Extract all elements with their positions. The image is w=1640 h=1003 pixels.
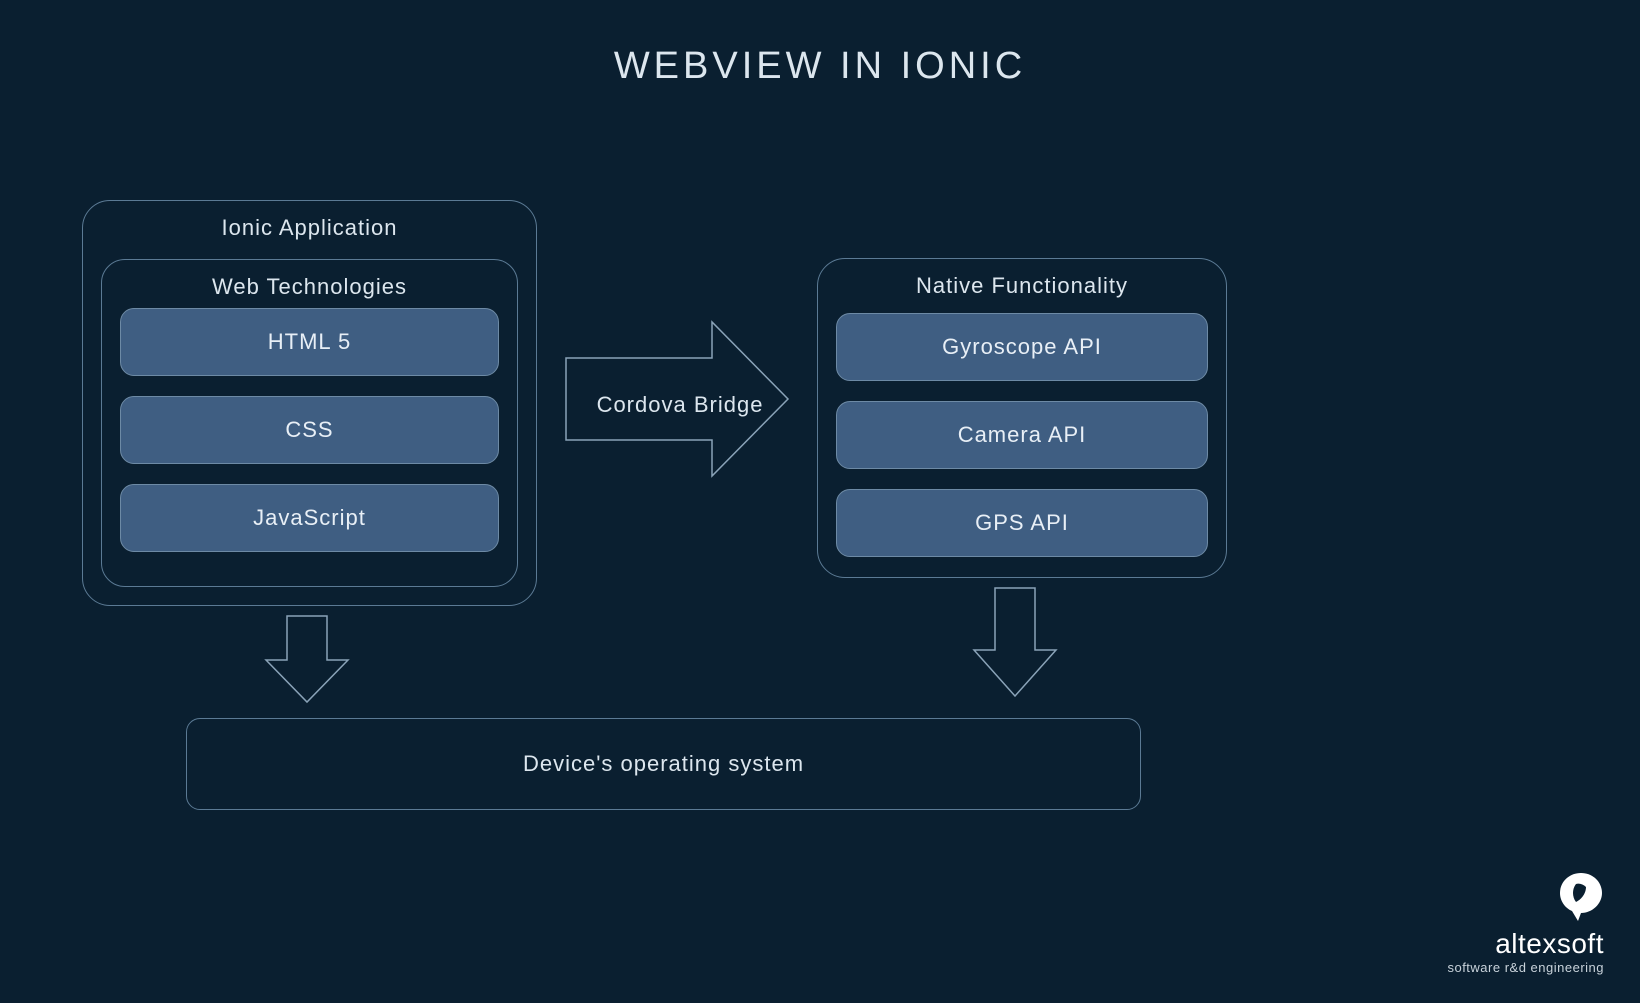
- web-technologies-items: HTML 5 CSS JavaScript: [102, 308, 517, 570]
- web-technologies-box: Web Technologies HTML 5 CSS JavaScript: [101, 259, 518, 587]
- altexsoft-logo: altexsoft software r&d engineering: [1447, 871, 1604, 975]
- native-functionality-label: Native Functionality: [818, 259, 1226, 307]
- arrow-down-left-icon: [262, 612, 352, 706]
- pill-html5: HTML 5: [120, 308, 499, 376]
- native-items: Gyroscope API Camera API GPS API: [818, 307, 1226, 575]
- logo-mark-icon: [1558, 871, 1604, 928]
- pill-javascript: JavaScript: [120, 484, 499, 552]
- device-os-box: Device's operating system: [186, 718, 1141, 810]
- pill-css: CSS: [120, 396, 499, 464]
- diagram-title: WEBVIEW IN IONIC: [0, 0, 1640, 88]
- arrow-right-icon: [562, 318, 792, 480]
- native-functionality-box: Native Functionality Gyroscope API Camer…: [817, 258, 1227, 578]
- logo-name: altexsoft: [1447, 930, 1604, 958]
- diagram-canvas: Ionic Application Web Technologies HTML …: [0, 88, 1640, 981]
- pill-gps: GPS API: [836, 489, 1208, 557]
- ionic-application-box: Ionic Application Web Technologies HTML …: [82, 200, 537, 606]
- web-technologies-label: Web Technologies: [102, 260, 517, 308]
- logo-tagline: software r&d engineering: [1447, 960, 1604, 975]
- ionic-application-label: Ionic Application: [83, 201, 536, 249]
- device-os-label: Device's operating system: [523, 751, 804, 777]
- pill-gyroscope: Gyroscope API: [836, 313, 1208, 381]
- pill-camera: Camera API: [836, 401, 1208, 469]
- arrow-down-right-icon: [970, 584, 1060, 700]
